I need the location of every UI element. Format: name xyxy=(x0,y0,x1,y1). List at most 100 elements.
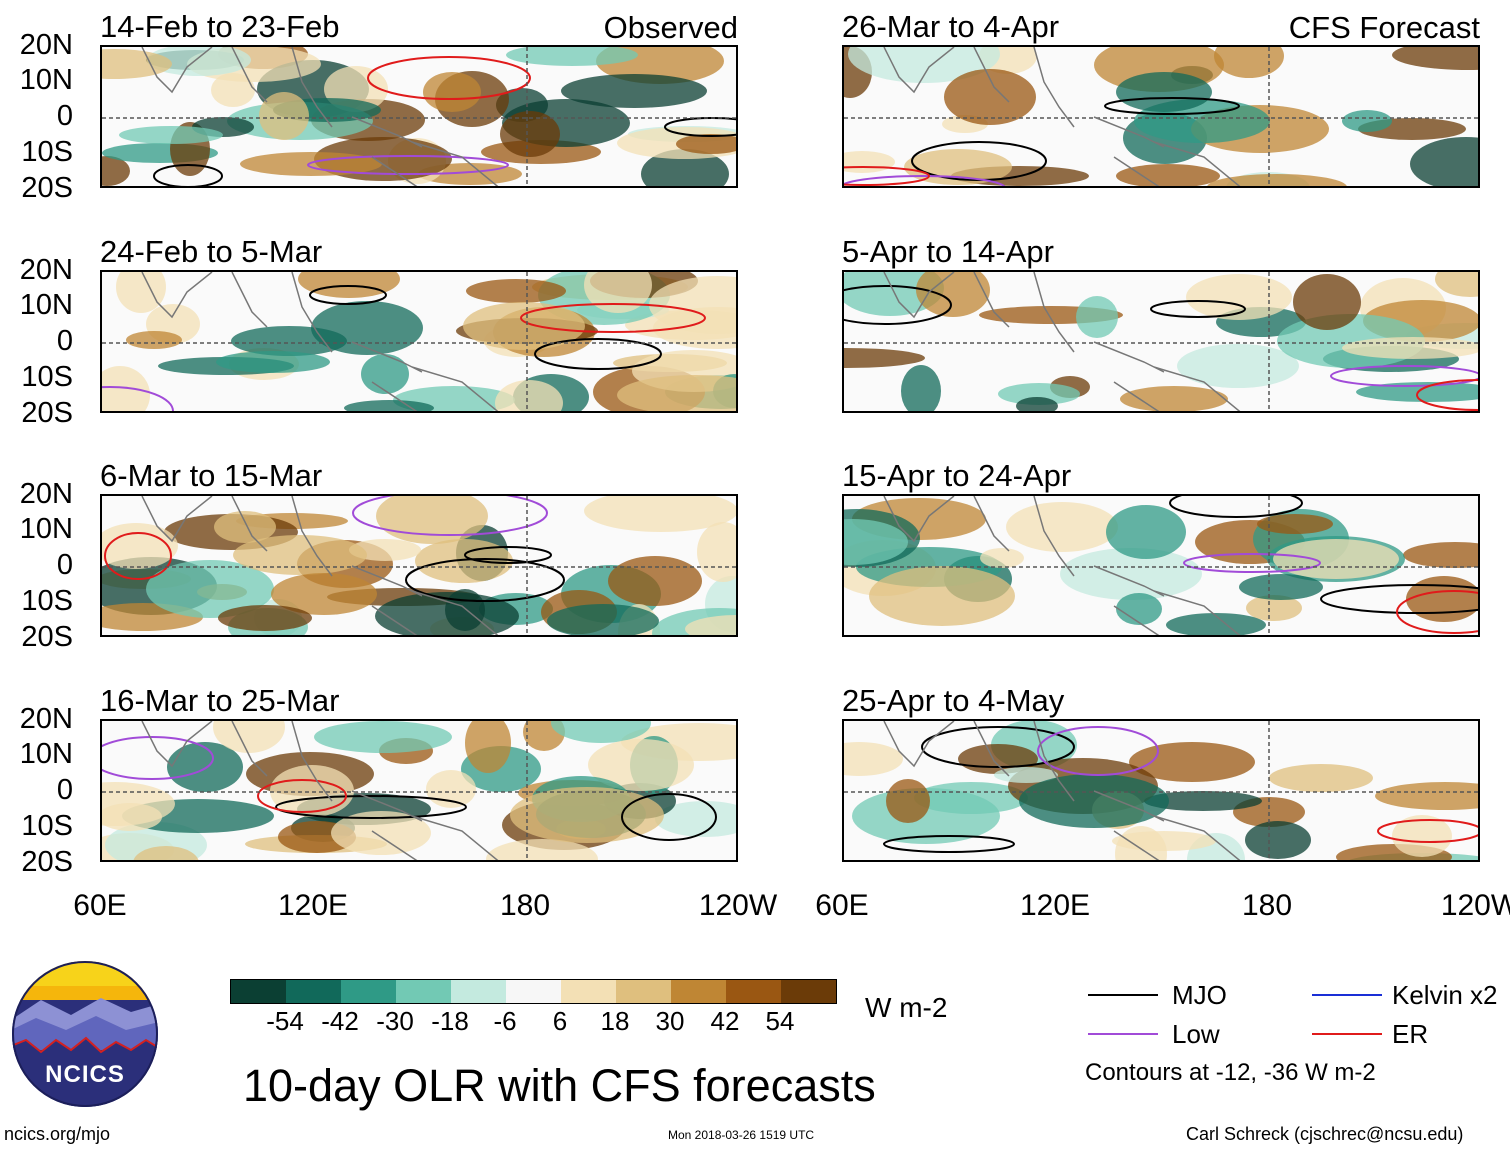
olr-anomaly-blob xyxy=(844,348,925,368)
wave-contour xyxy=(621,793,717,841)
olr-anomaly-blob xyxy=(426,770,476,808)
y-tick-label: 20N xyxy=(19,29,73,61)
olr-anomaly-blob xyxy=(271,573,377,615)
wave-contour xyxy=(309,285,387,305)
coastline xyxy=(141,272,499,411)
olr-field xyxy=(102,47,736,186)
wave-contour xyxy=(464,546,552,564)
olr-anomaly-blob xyxy=(1392,815,1452,857)
olr-anomaly-blob xyxy=(349,539,421,561)
olr-anomaly-blob xyxy=(465,721,511,773)
olr-anomaly-blob xyxy=(641,149,729,186)
olr-anomaly-blob xyxy=(506,47,638,66)
olr-anomaly-blob xyxy=(1239,574,1323,600)
olr-anomaly-blob xyxy=(1435,272,1478,297)
wave-contour xyxy=(883,835,1015,853)
olr-anomaly-blob xyxy=(584,496,736,532)
colorbar-tick-label: 6 xyxy=(552,1006,568,1036)
olr-anomaly-blob xyxy=(119,126,223,144)
olr-field xyxy=(844,47,1478,186)
legend-line-kelvin xyxy=(1312,994,1382,996)
olr-anomaly-blob xyxy=(116,272,166,313)
olr-anomaly-blob xyxy=(1177,344,1299,388)
y-tick-label: 20N xyxy=(19,703,73,735)
panel-title: 24-Feb to 5-Mar xyxy=(100,234,323,269)
olr-anomaly-blob xyxy=(685,615,736,635)
colorbar-swatch xyxy=(341,980,396,1003)
colorbar-tick-label: 18 xyxy=(600,1006,630,1036)
colorbar-swatch xyxy=(231,980,286,1003)
y-tick-label: 10S xyxy=(21,810,73,842)
coastline xyxy=(141,721,499,860)
olr-anomaly-blob xyxy=(1006,502,1118,552)
olr-anomaly-blob xyxy=(102,803,162,831)
wave-contour xyxy=(405,558,565,602)
olr-anomaly-blob xyxy=(218,605,312,631)
olr-anomaly-blob xyxy=(869,566,1015,626)
wave-contour xyxy=(1330,365,1478,387)
ncics-logo: NCICS xyxy=(11,960,159,1108)
olr-anomaly-blob xyxy=(588,739,694,791)
y-tick-label: 0 xyxy=(56,325,73,357)
olr-anomaly-blob xyxy=(901,365,941,411)
colorbar-swatch xyxy=(506,980,561,1003)
coastline xyxy=(883,47,1241,186)
logo-text: NCICS xyxy=(45,1061,125,1088)
colorbar-tick-label: 42 xyxy=(710,1006,740,1036)
olr-anomaly-blob xyxy=(1406,576,1478,622)
colorbar-tick-label: -54 xyxy=(266,1006,304,1036)
main-title: 10-day OLR with CFS forecasts xyxy=(243,1060,876,1111)
y-tick-label: 20S xyxy=(21,172,73,204)
olr-anomaly-blob xyxy=(844,742,903,776)
wave-contour xyxy=(844,175,1006,186)
olr-anomaly-blob xyxy=(361,354,409,394)
wave-contour xyxy=(1169,496,1303,518)
coastline xyxy=(883,272,1241,411)
x-tick-label: 60E xyxy=(73,889,127,922)
x-tick-label: 180 xyxy=(499,889,551,922)
olr-anomaly-blob xyxy=(1186,274,1292,320)
y-tick-label: 10N xyxy=(19,513,73,545)
colorbar-swatch xyxy=(451,980,506,1003)
wave-contour xyxy=(1396,590,1478,634)
wave-contour xyxy=(921,726,1075,768)
y-tick-label: 0 xyxy=(56,100,73,132)
map-panel xyxy=(842,494,1480,637)
olr-anomaly-blob xyxy=(1116,164,1220,186)
colorbar-tick-label: 30 xyxy=(655,1006,685,1036)
y-tick-label: 10N xyxy=(19,64,73,96)
author-credit: Carl Schreck (cjschrec@ncsu.edu) xyxy=(1186,1124,1464,1144)
olr-anomaly-blob xyxy=(510,787,664,843)
olr-anomaly-blob xyxy=(1019,774,1169,828)
panel-title: 6-Mar to 15-Mar xyxy=(100,458,323,493)
wave-contour xyxy=(1416,379,1478,411)
colorbar xyxy=(230,979,837,1004)
legend-label-low: Low xyxy=(1172,1019,1220,1049)
wave-contour xyxy=(534,338,662,370)
y-tick-label: 0 xyxy=(56,774,73,806)
olr-anomaly-blob xyxy=(102,156,130,186)
coastline xyxy=(883,496,1241,635)
panel-title: 16-Mar to 25-Mar xyxy=(100,683,340,718)
olr-anomaly-blob xyxy=(1293,274,1361,330)
x-tick-label: 180 xyxy=(1241,889,1293,922)
olr-anomaly-blob xyxy=(1076,296,1118,338)
olr-anomaly-blob xyxy=(211,73,255,107)
olr-anomaly-blob xyxy=(1392,47,1478,70)
site-link[interactable]: ncics.org/mjo xyxy=(4,1124,111,1144)
olr-anomaly-blob xyxy=(980,548,1024,568)
olr-anomaly-blob xyxy=(1375,782,1478,810)
olr-anomaly-blob xyxy=(486,839,598,860)
wave-contour xyxy=(1320,584,1478,614)
panel-title: 26-Mar to 4-Apr xyxy=(842,9,1060,44)
olr-anomaly-blob xyxy=(298,272,400,298)
y-tick-label: 20N xyxy=(19,254,73,286)
y-tick-label: 10S xyxy=(21,361,73,393)
wave-contour xyxy=(1104,97,1240,115)
olr-anomaly-blob xyxy=(1342,110,1392,132)
olr-field xyxy=(102,721,736,860)
olr-anomaly-blob xyxy=(259,92,309,140)
olr-anomaly-blob xyxy=(500,111,560,157)
olr-anomaly-blob xyxy=(147,47,251,76)
olr-anomaly-blob xyxy=(133,846,199,860)
